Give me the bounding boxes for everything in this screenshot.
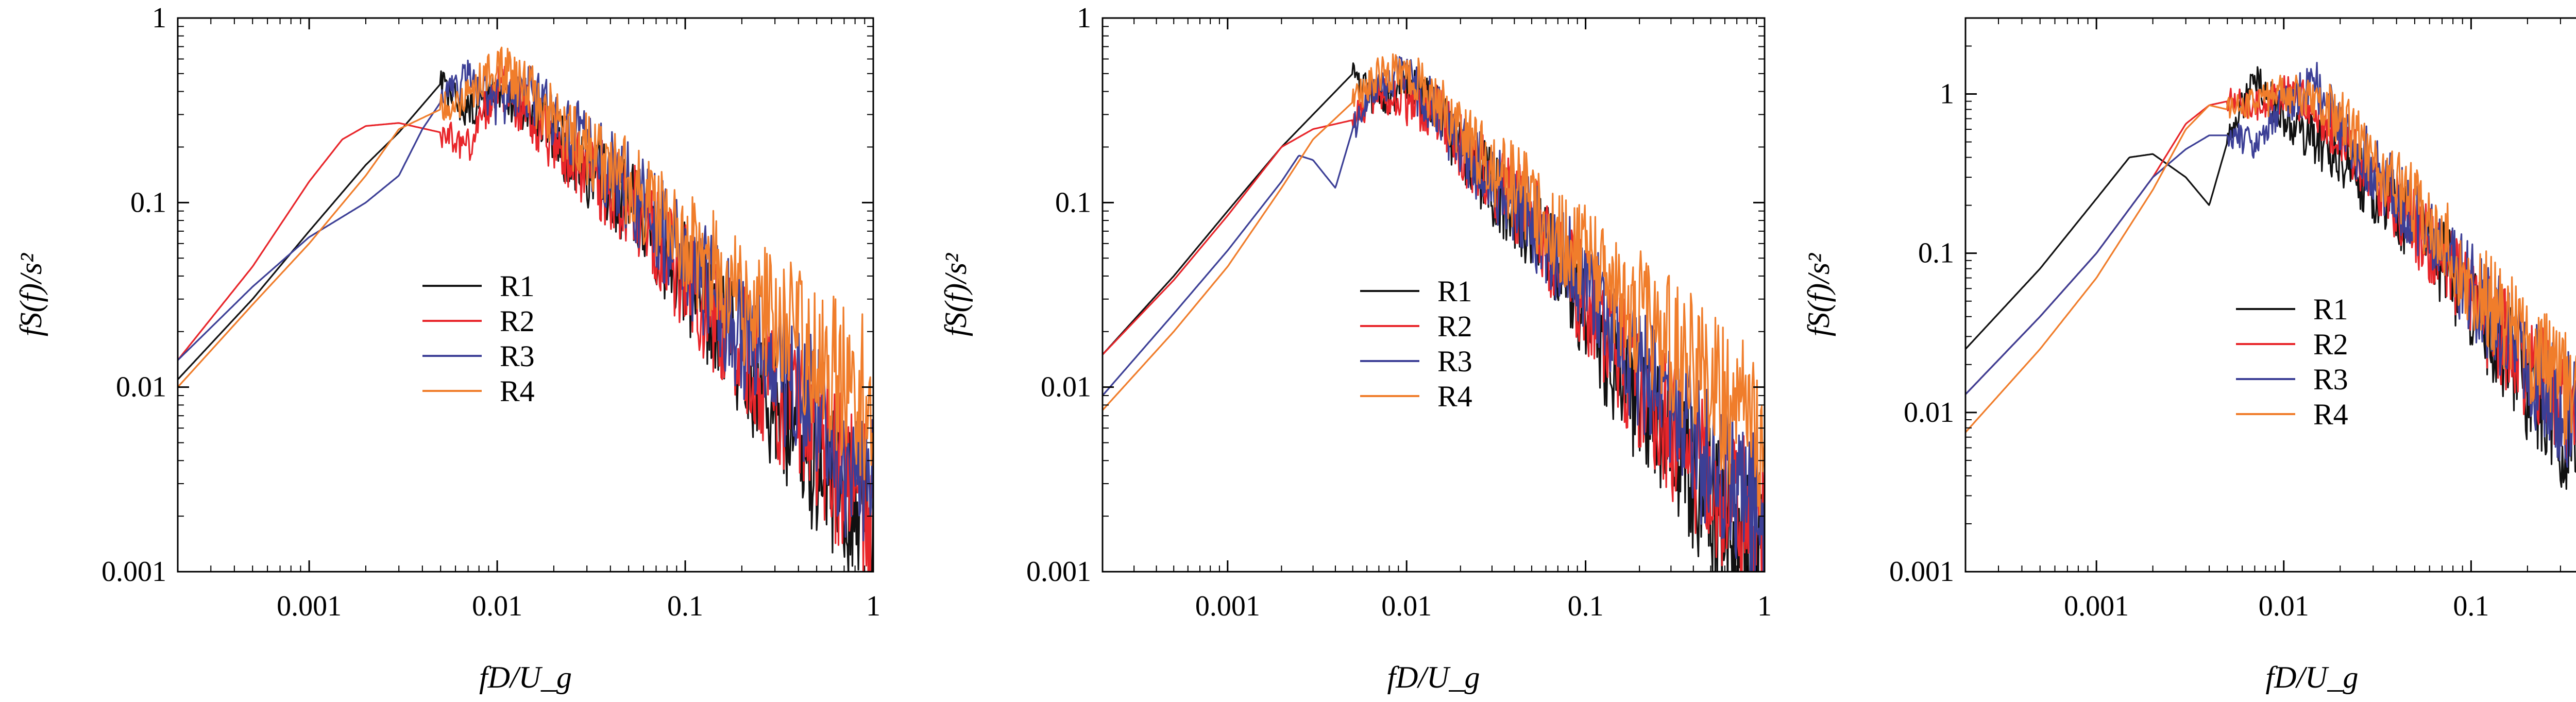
series-line-r2 [178,65,873,572]
legend-label-r3: R3 [1437,345,1472,378]
x-tick-label: 0.001 [277,590,342,622]
x-tick-label: 0.01 [472,590,522,622]
chart-panel-1: 0.001 0.01 0.1 1 0.001 0.01 0.1 1 fD/U_g fS(f)/s²… [14,2,880,694]
y-tick-label: 0.01 [116,371,166,403]
x-tick-label: 0.01 [2259,590,2309,622]
x-tick-label: 0.1 [667,590,703,622]
series-line-r3 [1965,62,2576,468]
legend-label-r2: R2 [1437,310,1472,343]
y-tick-label: 1 [1940,78,1954,110]
x-tick-label: 0.001 [2064,590,2129,622]
x-tick-label: 0.001 [1195,590,1260,622]
y-tick-label: 0.01 [1904,397,1954,429]
y-tick-label: 0.1 [1055,186,1091,218]
series-line-r4 [1103,53,1765,517]
series-line-r4 [178,46,873,481]
legend-label-r1: R1 [2313,293,2348,326]
x-tick-label: 1 [1757,590,1772,622]
y-tick-label: 0.001 [1026,556,1091,588]
x-tick-label: 0.1 [1568,590,1604,622]
legend-label-r1: R1 [1437,275,1472,308]
y-tick-label: 0.001 [101,556,166,588]
y-axis-title: fS(f)/s² [1802,253,1836,336]
x-axis-title: fD/U_g [1387,660,1480,694]
legend-label-r4: R4 [500,374,535,408]
x-axis-title: fD/U_g [479,660,572,694]
y-tick-label: 0.001 [1889,556,1954,588]
plot-frame [177,17,874,573]
legend-label-r4: R4 [1437,380,1472,413]
y-tick-label: 0.1 [130,186,166,218]
legend-label-r3: R3 [2313,363,2348,396]
x-tick-label: 1 [866,590,880,622]
legend-label-r3: R3 [500,339,535,373]
y-tick-label: 1 [152,2,166,34]
chart-panel-2: 0.001 0.01 0.1 1 0.001 0.01 0.1 1 fD/U_g fS(f)/s²… [939,2,1772,694]
series-line-r1 [1965,66,2576,490]
series-line-r4 [1965,74,2576,446]
x-axis-title: fD/U_g [2266,660,2359,694]
x-tick-label: 0.1 [2453,590,2489,622]
legend-label-r1: R1 [500,269,535,303]
plot-frame [1101,17,1766,573]
y-axis-title: fS(f)/s² [14,253,48,336]
y-tick-label: 0.01 [1041,371,1091,403]
legend-label-r4: R4 [2313,398,2348,431]
y-axis-title: fS(f)/s² [939,253,973,336]
chart-panel-3: 0.0010.010.110.0010.010.11fD/U_gfS(f)/s²… [1802,17,2576,694]
legend-label-r2: R2 [2313,328,2348,361]
y-tick-label: 1 [1077,2,1091,34]
plot-frame [1964,17,2576,573]
x-tick-label: 0.01 [1381,590,1432,622]
y-tick-label: 0.1 [1918,237,1954,269]
legend-label-r2: R2 [500,304,535,338]
